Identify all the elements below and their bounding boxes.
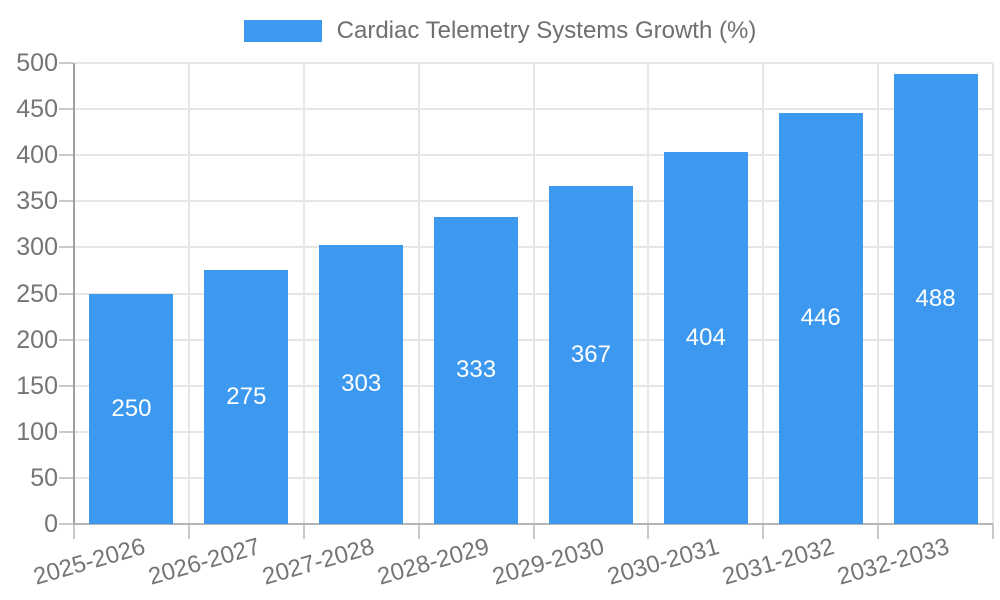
x-axis-tick xyxy=(532,524,535,539)
y-axis-tick-label: 450 xyxy=(16,95,58,124)
bar-value-label: 275 xyxy=(226,383,267,411)
y-axis-tick xyxy=(59,292,73,295)
x-axis-tick xyxy=(647,524,650,539)
y-axis-tick xyxy=(59,200,73,203)
x-axis-category-label: 2029-2030 xyxy=(489,533,608,591)
gridline-vertical xyxy=(417,63,420,524)
y-axis-tick-label: 150 xyxy=(16,371,58,400)
bar-2029-2030[interactable]: 367 xyxy=(548,185,633,524)
x-axis-tick xyxy=(302,524,305,539)
x-axis-tick xyxy=(73,524,75,539)
bar-2030-2031[interactable]: 404 xyxy=(663,151,748,524)
bar-value-label: 367 xyxy=(570,340,611,368)
y-axis-tick-label: 350 xyxy=(16,187,58,216)
x-axis-line xyxy=(73,523,993,525)
x-axis-tick xyxy=(877,524,880,539)
y-axis-tick-label: 200 xyxy=(16,325,58,354)
x-axis-category-label: 2031-2032 xyxy=(719,533,838,591)
bar-2031-2032[interactable]: 446 xyxy=(778,112,863,524)
x-axis-category-label: 2026-2027 xyxy=(144,533,263,591)
x-axis-tick xyxy=(417,524,420,539)
y-axis-tick-label: 50 xyxy=(30,463,58,492)
bar-value-label: 488 xyxy=(915,285,956,313)
x-axis-category-label: 2025-2026 xyxy=(30,533,148,591)
y-axis-tick-label: 0 xyxy=(44,510,58,538)
bar-2032-2033[interactable]: 488 xyxy=(893,74,978,524)
y-axis-tick-label: 400 xyxy=(16,141,58,170)
gridline-vertical xyxy=(302,63,305,524)
y-axis-tick xyxy=(59,154,73,157)
y-axis-tick xyxy=(59,246,73,249)
legend-swatch-icon xyxy=(243,20,322,42)
bar-2027-2028[interactable]: 303 xyxy=(319,244,404,524)
gridline-vertical xyxy=(647,63,650,524)
gridline-vertical xyxy=(992,63,994,524)
y-axis-tick-label: 250 xyxy=(16,279,58,308)
gridline-vertical xyxy=(762,63,765,524)
y-axis-tick xyxy=(59,430,73,433)
bar-2028-2029[interactable]: 333 xyxy=(434,216,519,524)
legend-label: Cardiac Telemetry Systems Growth (%) xyxy=(336,17,757,44)
x-axis-category-label: 2028-2029 xyxy=(374,533,493,591)
y-axis-tick xyxy=(59,338,73,341)
y-axis-tick-label: 100 xyxy=(16,417,58,446)
y-axis-tick xyxy=(59,523,73,525)
x-axis-tick xyxy=(992,524,994,539)
bar-value-label: 250 xyxy=(111,394,152,422)
x-axis-category-label: 2032-2033 xyxy=(834,533,953,591)
y-axis-tick-label: 300 xyxy=(16,233,58,262)
x-axis-tick xyxy=(762,524,765,539)
y-axis-tick xyxy=(59,476,73,479)
x-axis-tick xyxy=(187,524,190,539)
legend-item[interactable]: Cardiac Telemetry Systems Growth (%) xyxy=(0,17,1000,45)
bar-value-label: 404 xyxy=(685,323,726,351)
x-axis-category-label: 2030-2031 xyxy=(604,533,723,591)
bar-value-label: 333 xyxy=(456,356,497,384)
gridline-vertical xyxy=(187,63,190,524)
y-axis-tick xyxy=(59,108,73,111)
y-axis-tick xyxy=(59,62,73,64)
x-axis-category-label: 2027-2028 xyxy=(259,533,378,591)
y-axis-tick-label: 500 xyxy=(16,49,58,77)
y-axis-tick xyxy=(59,384,73,387)
y-axis-line xyxy=(73,63,75,524)
bar-2025-2026[interactable]: 250 xyxy=(89,293,174,524)
gridline-vertical xyxy=(532,63,535,524)
bar-value-label: 303 xyxy=(341,370,382,398)
bar-value-label: 446 xyxy=(800,304,841,332)
bar-2026-2027[interactable]: 275 xyxy=(204,270,289,524)
gridline-vertical xyxy=(877,63,880,524)
